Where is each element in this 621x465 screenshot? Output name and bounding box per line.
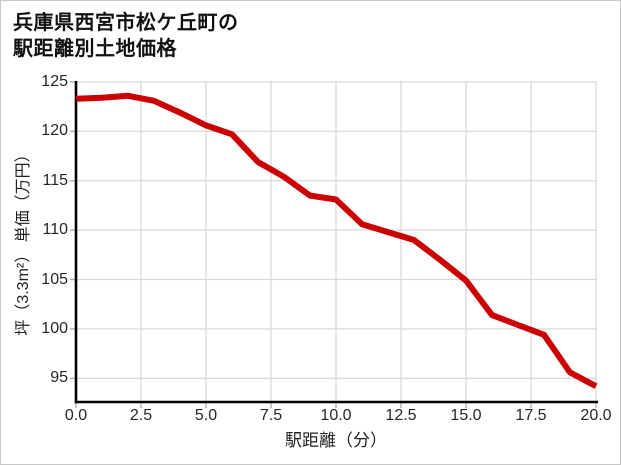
y-tick-label: 100 — [41, 319, 68, 337]
x-tick-label: 7.5 — [259, 407, 283, 424]
x-tick-label: 5.0 — [194, 407, 218, 424]
y-tick-label: 120 — [41, 122, 68, 140]
x-tick-label: 2.5 — [129, 407, 153, 424]
x-tick-label: 15.0 — [450, 407, 482, 424]
x-tick-label: 20.0 — [580, 407, 612, 424]
x-tick-label: 12.5 — [385, 407, 417, 424]
x-tick-label: 17.5 — [515, 407, 547, 424]
chart-title-line2: 駅距離別土地価格 — [13, 38, 177, 60]
y-tick-label: 115 — [42, 171, 68, 189]
price-line-series — [75, 92, 598, 389]
x-tick-label: 10.0 — [320, 407, 352, 424]
x-tick-label: 0.0 — [64, 407, 88, 424]
y-tick-label: 110 — [42, 221, 68, 239]
y-tick-label: 95 — [50, 369, 68, 387]
chart-title: 兵庫県西宮市松ケ丘町の 駅距離別土地価格 — [13, 10, 239, 62]
y-tick-label: 105 — [41, 270, 68, 288]
y-tick-label: 125 — [41, 72, 68, 90]
x-axis-label: 駅距離（分） — [285, 431, 387, 450]
chart-title-line1: 兵庫県西宮市松ケ丘町の — [13, 12, 239, 34]
